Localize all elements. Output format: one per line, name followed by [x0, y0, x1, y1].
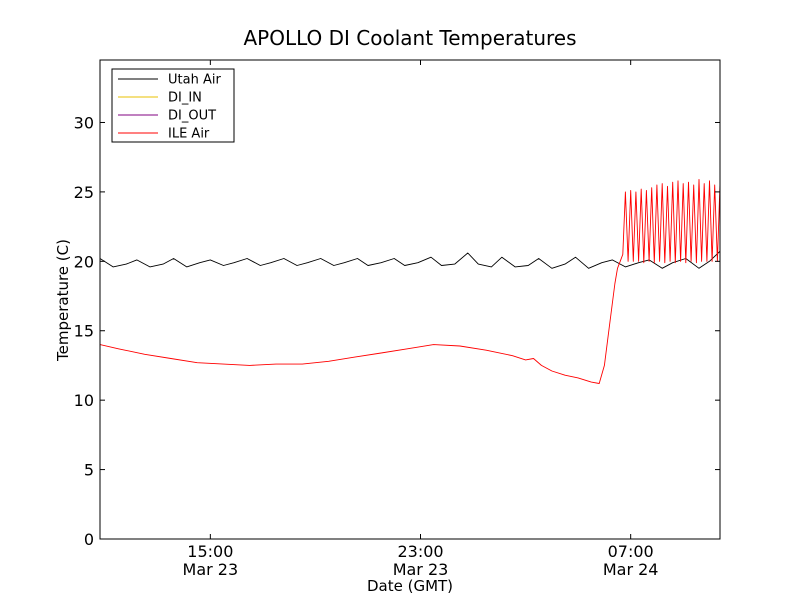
series-line-ile-air — [100, 178, 720, 384]
y-tick-label: 30 — [74, 113, 94, 132]
legend-label: DI_OUT — [168, 109, 216, 124]
y-axis: 0 5 10 15 20 25 30 — [74, 113, 720, 549]
legend-label: Utah Air — [168, 73, 221, 88]
x-tick-label-date: Mar 23 — [183, 560, 239, 579]
x-axis-label: Date (GMT) — [367, 577, 453, 595]
x-tick-label-time: 15:00 — [187, 542, 233, 561]
x-tick-label-date: Mar 24 — [603, 560, 659, 579]
legend-label: DI_IN — [168, 91, 202, 106]
x-tick-label-time: 07:00 — [608, 542, 654, 561]
chart-title: APOLLO DI Coolant Temperatures — [243, 26, 576, 50]
series-line-utah-air — [100, 250, 720, 269]
y-tick-label: 0 — [84, 530, 94, 549]
legend-label: ILE Air — [168, 127, 210, 142]
plot-frame — [99, 59, 721, 540]
y-tick-label: 10 — [74, 391, 94, 410]
y-axis-label: Temperature (C) — [54, 239, 72, 362]
legend: Utah Air DI_IN DI_OUT ILE Air — [111, 68, 235, 143]
y-tick-label: 15 — [74, 322, 94, 341]
y-tick-label: 25 — [74, 183, 94, 202]
series-layer — [100, 178, 720, 384]
legend-box — [111, 68, 235, 143]
y-tick-label: 5 — [84, 461, 94, 480]
y-tick-label: 20 — [74, 252, 94, 271]
x-tick-label-date: Mar 23 — [393, 560, 449, 579]
x-tick-label-time: 23:00 — [397, 542, 443, 561]
